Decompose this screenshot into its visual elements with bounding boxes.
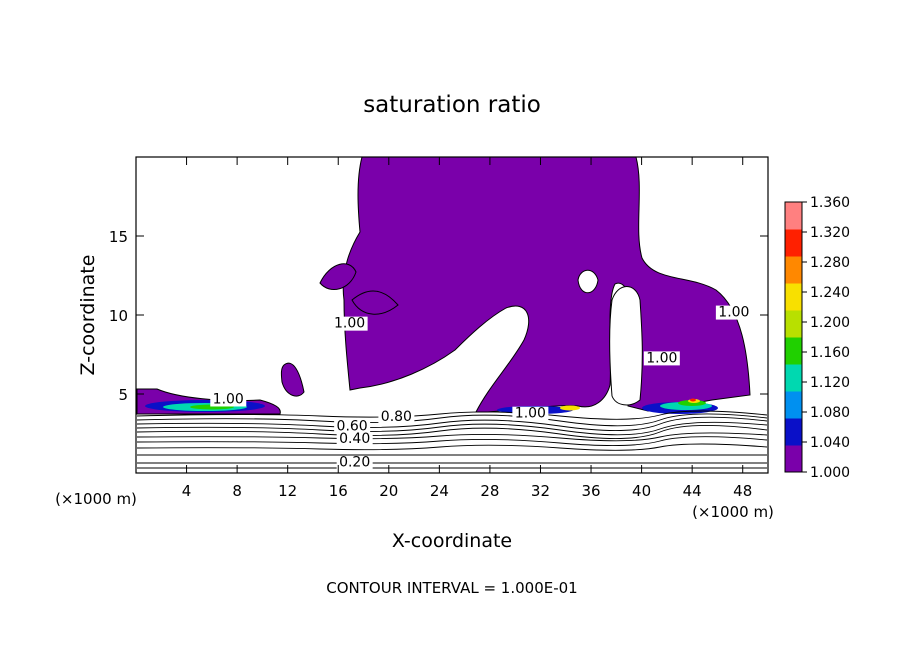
colorbar-band (785, 256, 802, 284)
contour-label-bg (336, 431, 373, 446)
colorbar-tick-label: 1.000 (810, 465, 850, 481)
colorbar-band (785, 445, 802, 473)
hole-right (609, 286, 643, 406)
colorbar-band (785, 310, 802, 338)
y-tick-label: 15 (109, 228, 128, 246)
anvil-left-lobe (351, 290, 399, 315)
contour-line (136, 436, 768, 447)
main-cloud-shape (342, 156, 751, 413)
contour-line (136, 416, 768, 431)
x-axis-label: X-coordinate (392, 530, 512, 552)
contour-label-bg (715, 305, 752, 320)
x-tick-label: 4 (182, 482, 192, 500)
colorbar-tick-label: 1.240 (810, 285, 850, 301)
x-tick-label: 20 (379, 482, 398, 500)
x-tick-label: 16 (329, 482, 348, 500)
contour-label-bg (336, 455, 373, 470)
contour-labels: 1.00 1.00 0.80 0.600.40 0.20 1.00 1.00 1.00 (210, 305, 752, 471)
x-tick-label: 40 (632, 482, 651, 500)
colorbar-band (785, 229, 802, 257)
contour-label: 1.00 (718, 305, 749, 321)
small-cloud-left (280, 362, 305, 397)
colorbar-band (785, 337, 802, 365)
contour-line (136, 425, 768, 439)
contour-label-bg (643, 351, 680, 366)
x-tick-label: 12 (278, 482, 297, 500)
colorbar-band (785, 418, 802, 446)
contour-label-bg (378, 409, 415, 424)
x-tick-label: 24 (430, 482, 449, 500)
y-axis-label: Z-coordinate (77, 255, 99, 376)
contour-label-bg (331, 316, 368, 331)
y-tick-label: 5 (118, 386, 128, 404)
contour-line (136, 421, 768, 436)
contour-line (136, 410, 768, 420)
contour-label: 1.00 (646, 350, 677, 366)
contour-label: 0.40 (339, 431, 370, 447)
patch-red-right (690, 398, 696, 402)
colorbar-tick-label: 1.280 (810, 255, 850, 271)
chart-title: saturation ratio (363, 92, 541, 118)
contour-label: 0.80 (381, 409, 412, 425)
contour-label: 1.00 (515, 406, 546, 422)
x-axis: 4 8 12 16 20 24 28 32 36 40 44 48 (182, 157, 752, 500)
y-tick-label: 10 (109, 307, 128, 325)
patch-yellow-mid (560, 405, 580, 411)
x-tick-label: 32 (531, 482, 550, 500)
colorbar-tick-label: 1.320 (810, 225, 850, 241)
contour-interval-note: CONTOUR INTERVAL = 1.000E-01 (326, 579, 577, 597)
colorbar-frame (784, 201, 803, 473)
contour-label: 0.60 (337, 418, 368, 434)
colorbar-tick-label: 1.360 (810, 195, 850, 211)
contour-label: 1.00 (213, 391, 244, 407)
colorbar-tick-label: 1.120 (810, 375, 850, 391)
x-tick-label: 48 (733, 482, 752, 500)
x-tick-label: 28 (480, 482, 499, 500)
x-unit-label-right: (×1000 m) (692, 503, 774, 521)
clear-holes (577, 269, 643, 406)
contour-line (136, 413, 768, 427)
contour-lines (136, 410, 768, 469)
contour-label: 1.00 (334, 316, 365, 332)
small-cloud-upper-left (319, 263, 357, 291)
x-unit-label-left: (×1000 m) (55, 490, 137, 508)
colorbar-tick-label: 1.200 (810, 315, 850, 331)
contour-line (136, 432, 768, 442)
x-tick-label: 44 (683, 482, 702, 500)
colorbar-tick-label: 1.160 (810, 345, 850, 361)
colorbar-band (785, 202, 802, 230)
colorbar-tick-label: 1.080 (810, 405, 850, 421)
x-tick-label: 8 (232, 482, 242, 500)
y-axis: 5 10 15 (109, 228, 768, 404)
contour-label-bg (512, 406, 549, 421)
contour-line (136, 443, 768, 451)
contour-label-bg (334, 419, 371, 434)
hole-left (577, 269, 599, 294)
colorbar-band (785, 364, 802, 392)
contour-label-bg (210, 392, 247, 407)
colorbar-tick-label: 1.040 (810, 435, 850, 451)
colorbar-band (785, 283, 802, 311)
colorbar-band (785, 391, 802, 419)
colorbar: 1.360 1.320 1.280 1.240 1.200 1.160 1.120 1.080… (784, 195, 850, 481)
contour-label: 0.20 (339, 455, 370, 471)
x-tick-label: 36 (581, 482, 600, 500)
plot-area (135, 156, 769, 474)
